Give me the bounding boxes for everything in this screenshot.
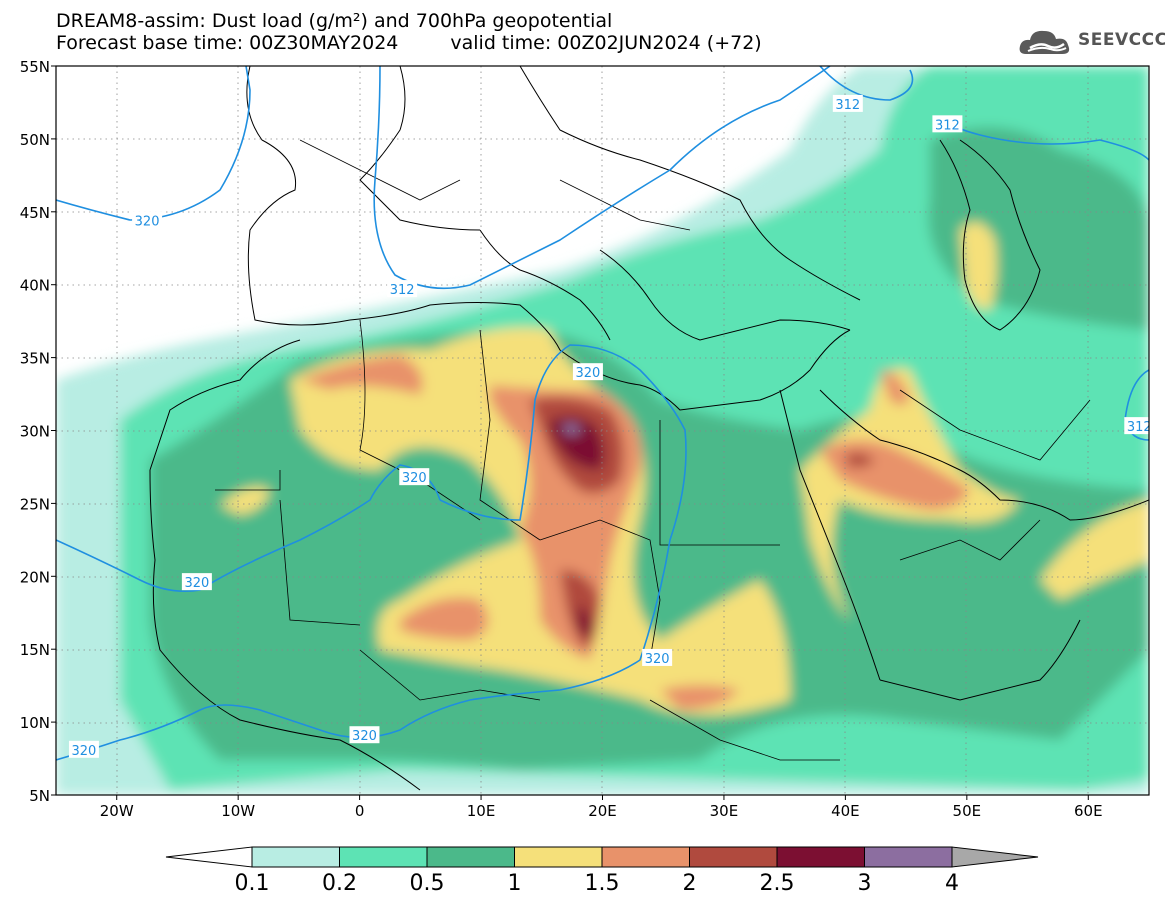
valid-time-label: valid time: 00Z02JUN2024 (+72)	[450, 32, 762, 54]
graticule	[56, 66, 1149, 795]
lon-label: 10E	[467, 802, 496, 820]
colorbar-label: 1.5	[585, 871, 620, 896]
colorbar-label: 4	[945, 871, 959, 896]
colorbar-label: 0.5	[410, 871, 445, 896]
lon-label: 10W	[221, 802, 255, 820]
lat-label: 35N	[20, 350, 50, 368]
lat-label: 25N	[20, 495, 50, 513]
lon-label: 30E	[710, 802, 739, 820]
lat-label: 5N	[29, 787, 50, 805]
map-title: DREAM8-assim: Dust load (g/m²) and 700hP…	[56, 10, 613, 32]
colorbar-segment	[339, 846, 428, 868]
svg-text:312: 312	[835, 98, 860, 113]
contour-label: 320	[68, 740, 99, 759]
svg-text:320: 320	[402, 471, 427, 486]
lat-label: 50N	[20, 131, 50, 149]
lat-label: 40N	[20, 277, 50, 295]
svg-text:320: 320	[576, 366, 601, 381]
dust-field: 312 312 312 312 320 320 320 320 320 320 320	[56, 66, 1152, 795]
svg-text:312: 312	[935, 118, 960, 133]
lon-label: 0	[355, 802, 365, 820]
colorbar-segment	[601, 846, 690, 868]
svg-text:320: 320	[645, 652, 670, 667]
logo-text: SEEVCCC	[1078, 30, 1165, 50]
svg-text:320: 320	[72, 744, 97, 759]
contour-labels: 312 312 312 312 320 320 320 320 320 320 320	[68, 94, 1152, 759]
colorbar-label: 0.1	[235, 871, 270, 896]
colorbar-label: 2.5	[760, 871, 795, 896]
colorbar-label: 0.2	[322, 871, 357, 896]
contour-label: 312	[387, 280, 418, 298]
svg-text:320: 320	[184, 576, 209, 591]
contour-label: 312	[1124, 417, 1152, 435]
colorbar-segment	[426, 846, 515, 868]
lat-label: 10N	[20, 714, 50, 732]
svg-text:320: 320	[135, 215, 160, 230]
lat-label: 45N	[20, 204, 50, 222]
borders	[215, 139, 1091, 761]
contour-label: 320	[181, 573, 212, 591]
contour-label: 320	[349, 726, 380, 744]
axis-ticks	[51, 65, 1089, 800]
seevccc-logo: SEEVCCC	[1018, 24, 1165, 60]
colorbar-segment	[689, 846, 778, 868]
colorbar-label: 3	[858, 871, 872, 896]
lat-label: 20N	[20, 568, 50, 586]
contour-label: 312	[832, 94, 863, 113]
colorbar-under-arrow	[165, 846, 253, 868]
contour-label: 320	[642, 648, 673, 667]
lon-label: 20E	[588, 802, 617, 820]
map-header: DREAM8-assim: Dust load (g/m²) and 700hP…	[56, 10, 762, 54]
contour-label: 320	[132, 211, 163, 230]
colorbar-over-arrow	[951, 846, 1039, 868]
contour-label: 320	[572, 363, 603, 381]
colorbar-segment	[776, 846, 865, 868]
lon-label: 20W	[100, 802, 134, 820]
svg-text:312: 312	[1127, 420, 1152, 435]
cloud-logo-icon	[1019, 30, 1070, 54]
colorbar-segment	[514, 846, 603, 868]
longitude-labels: 20W 10W 0 10E 20E 30E 40E 50E 60E	[100, 802, 1103, 820]
coastlines	[149, 66, 1149, 791]
latitude-labels: 55N 50N 45N 40N 35N 30N 25N 20N 15N 10N 5N	[20, 58, 50, 805]
lat-label: 15N	[20, 641, 50, 659]
base-time-label: Forecast base time: 00Z30MAY2024	[56, 32, 399, 54]
colorbar-label: 1	[508, 871, 522, 896]
time-info: Forecast base time: 00Z30MAY2024 valid ti…	[56, 32, 762, 54]
colorbar-label: 2	[683, 871, 697, 896]
lat-label: 55N	[20, 58, 50, 76]
contour-label: 320	[399, 468, 430, 486]
contour-label: 312	[932, 115, 963, 133]
svg-text:320: 320	[352, 729, 377, 744]
lon-label: 60E	[1074, 802, 1103, 820]
lat-label: 30N	[20, 423, 50, 441]
colorbar-segment	[251, 846, 340, 868]
svg-text:312: 312	[390, 283, 415, 298]
colorbar-segment	[864, 846, 953, 868]
geopotential-contours	[56, 66, 1149, 761]
lon-label: 50E	[953, 802, 982, 820]
lon-label: 40E	[831, 802, 860, 820]
